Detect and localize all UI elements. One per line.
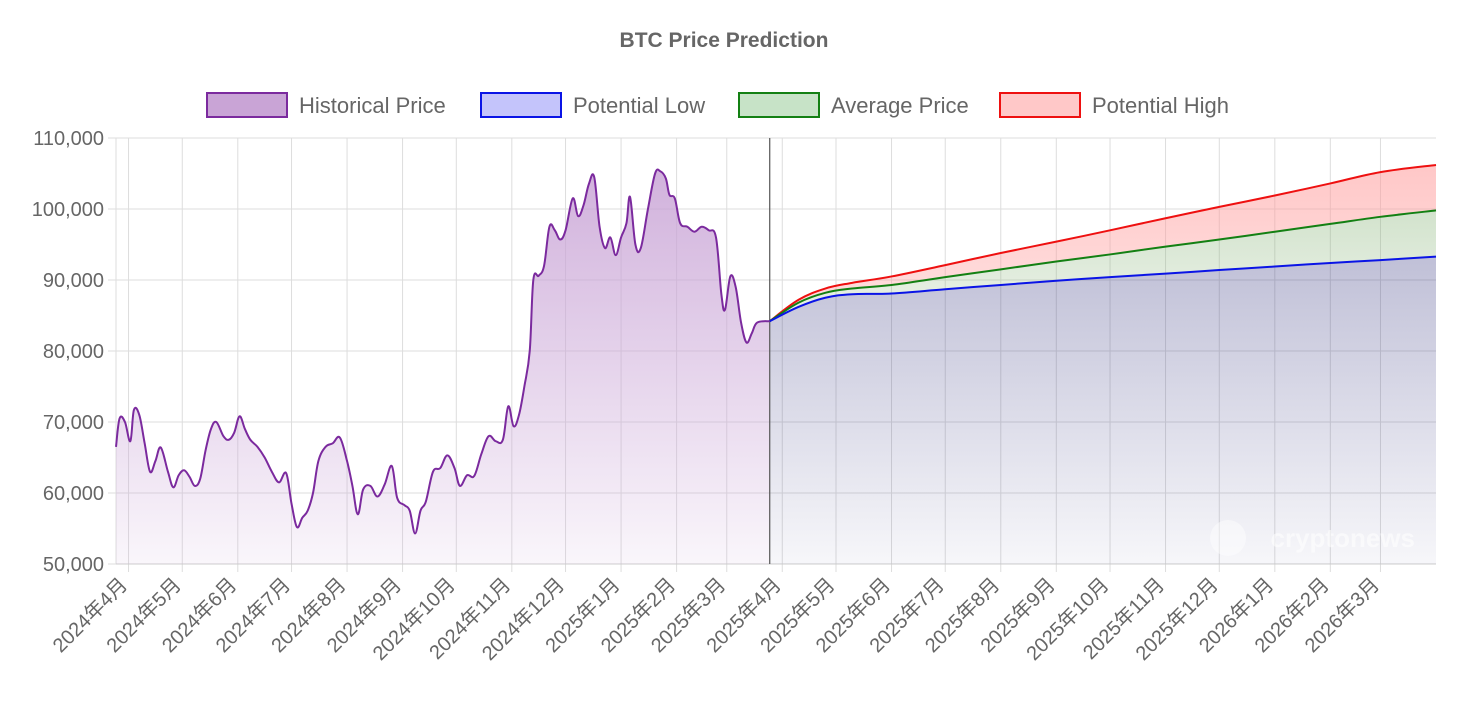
high-area xyxy=(769,164,1436,322)
legend-item-historical[interactable]: Historical Price xyxy=(206,92,446,118)
legend-item-low[interactable]: Potential Low xyxy=(480,92,705,118)
low-area xyxy=(769,256,1436,564)
legend-item-avg[interactable]: Average Price xyxy=(738,92,969,118)
y-tick-label: 70,000 xyxy=(43,412,104,434)
y-tick-label: 50,000 xyxy=(43,554,104,576)
y-tick-label: 110,000 xyxy=(33,128,104,150)
watermark-logo-icon xyxy=(1210,520,1246,556)
high-line xyxy=(769,163,1437,322)
watermark-text: cryptonews xyxy=(1271,523,1416,553)
plot-area: 110,000 100,000 90,000 80,000 70,000 60,000 50… xyxy=(32,128,1437,665)
y-tick-label: 60,000 xyxy=(43,483,104,505)
legend-label-low: Potential Low xyxy=(573,93,705,118)
low-line xyxy=(769,255,1437,323)
legend-label-high: Potential High xyxy=(1092,93,1229,118)
historical-line xyxy=(115,168,770,535)
y-tick-label: 90,000 xyxy=(43,270,104,292)
legend-swatch-historical xyxy=(206,92,288,118)
avg-area xyxy=(769,210,1436,322)
legend-swatch-avg xyxy=(738,92,820,118)
legend: Historical Price Potential Low Average P… xyxy=(206,92,1229,118)
legend-swatch-high xyxy=(999,92,1081,118)
chart-title: BTC Price Prediction xyxy=(620,29,829,52)
y-tick-label: 80,000 xyxy=(43,341,104,363)
legend-label-historical: Historical Price xyxy=(299,93,446,118)
legend-item-high[interactable]: Potential High xyxy=(999,92,1229,118)
historical-area xyxy=(116,169,770,565)
legend-swatch-low xyxy=(480,92,562,118)
avg-line xyxy=(769,209,1437,323)
y-tick-label: 100,000 xyxy=(32,199,104,221)
legend-label-avg: Average Price xyxy=(831,93,969,118)
